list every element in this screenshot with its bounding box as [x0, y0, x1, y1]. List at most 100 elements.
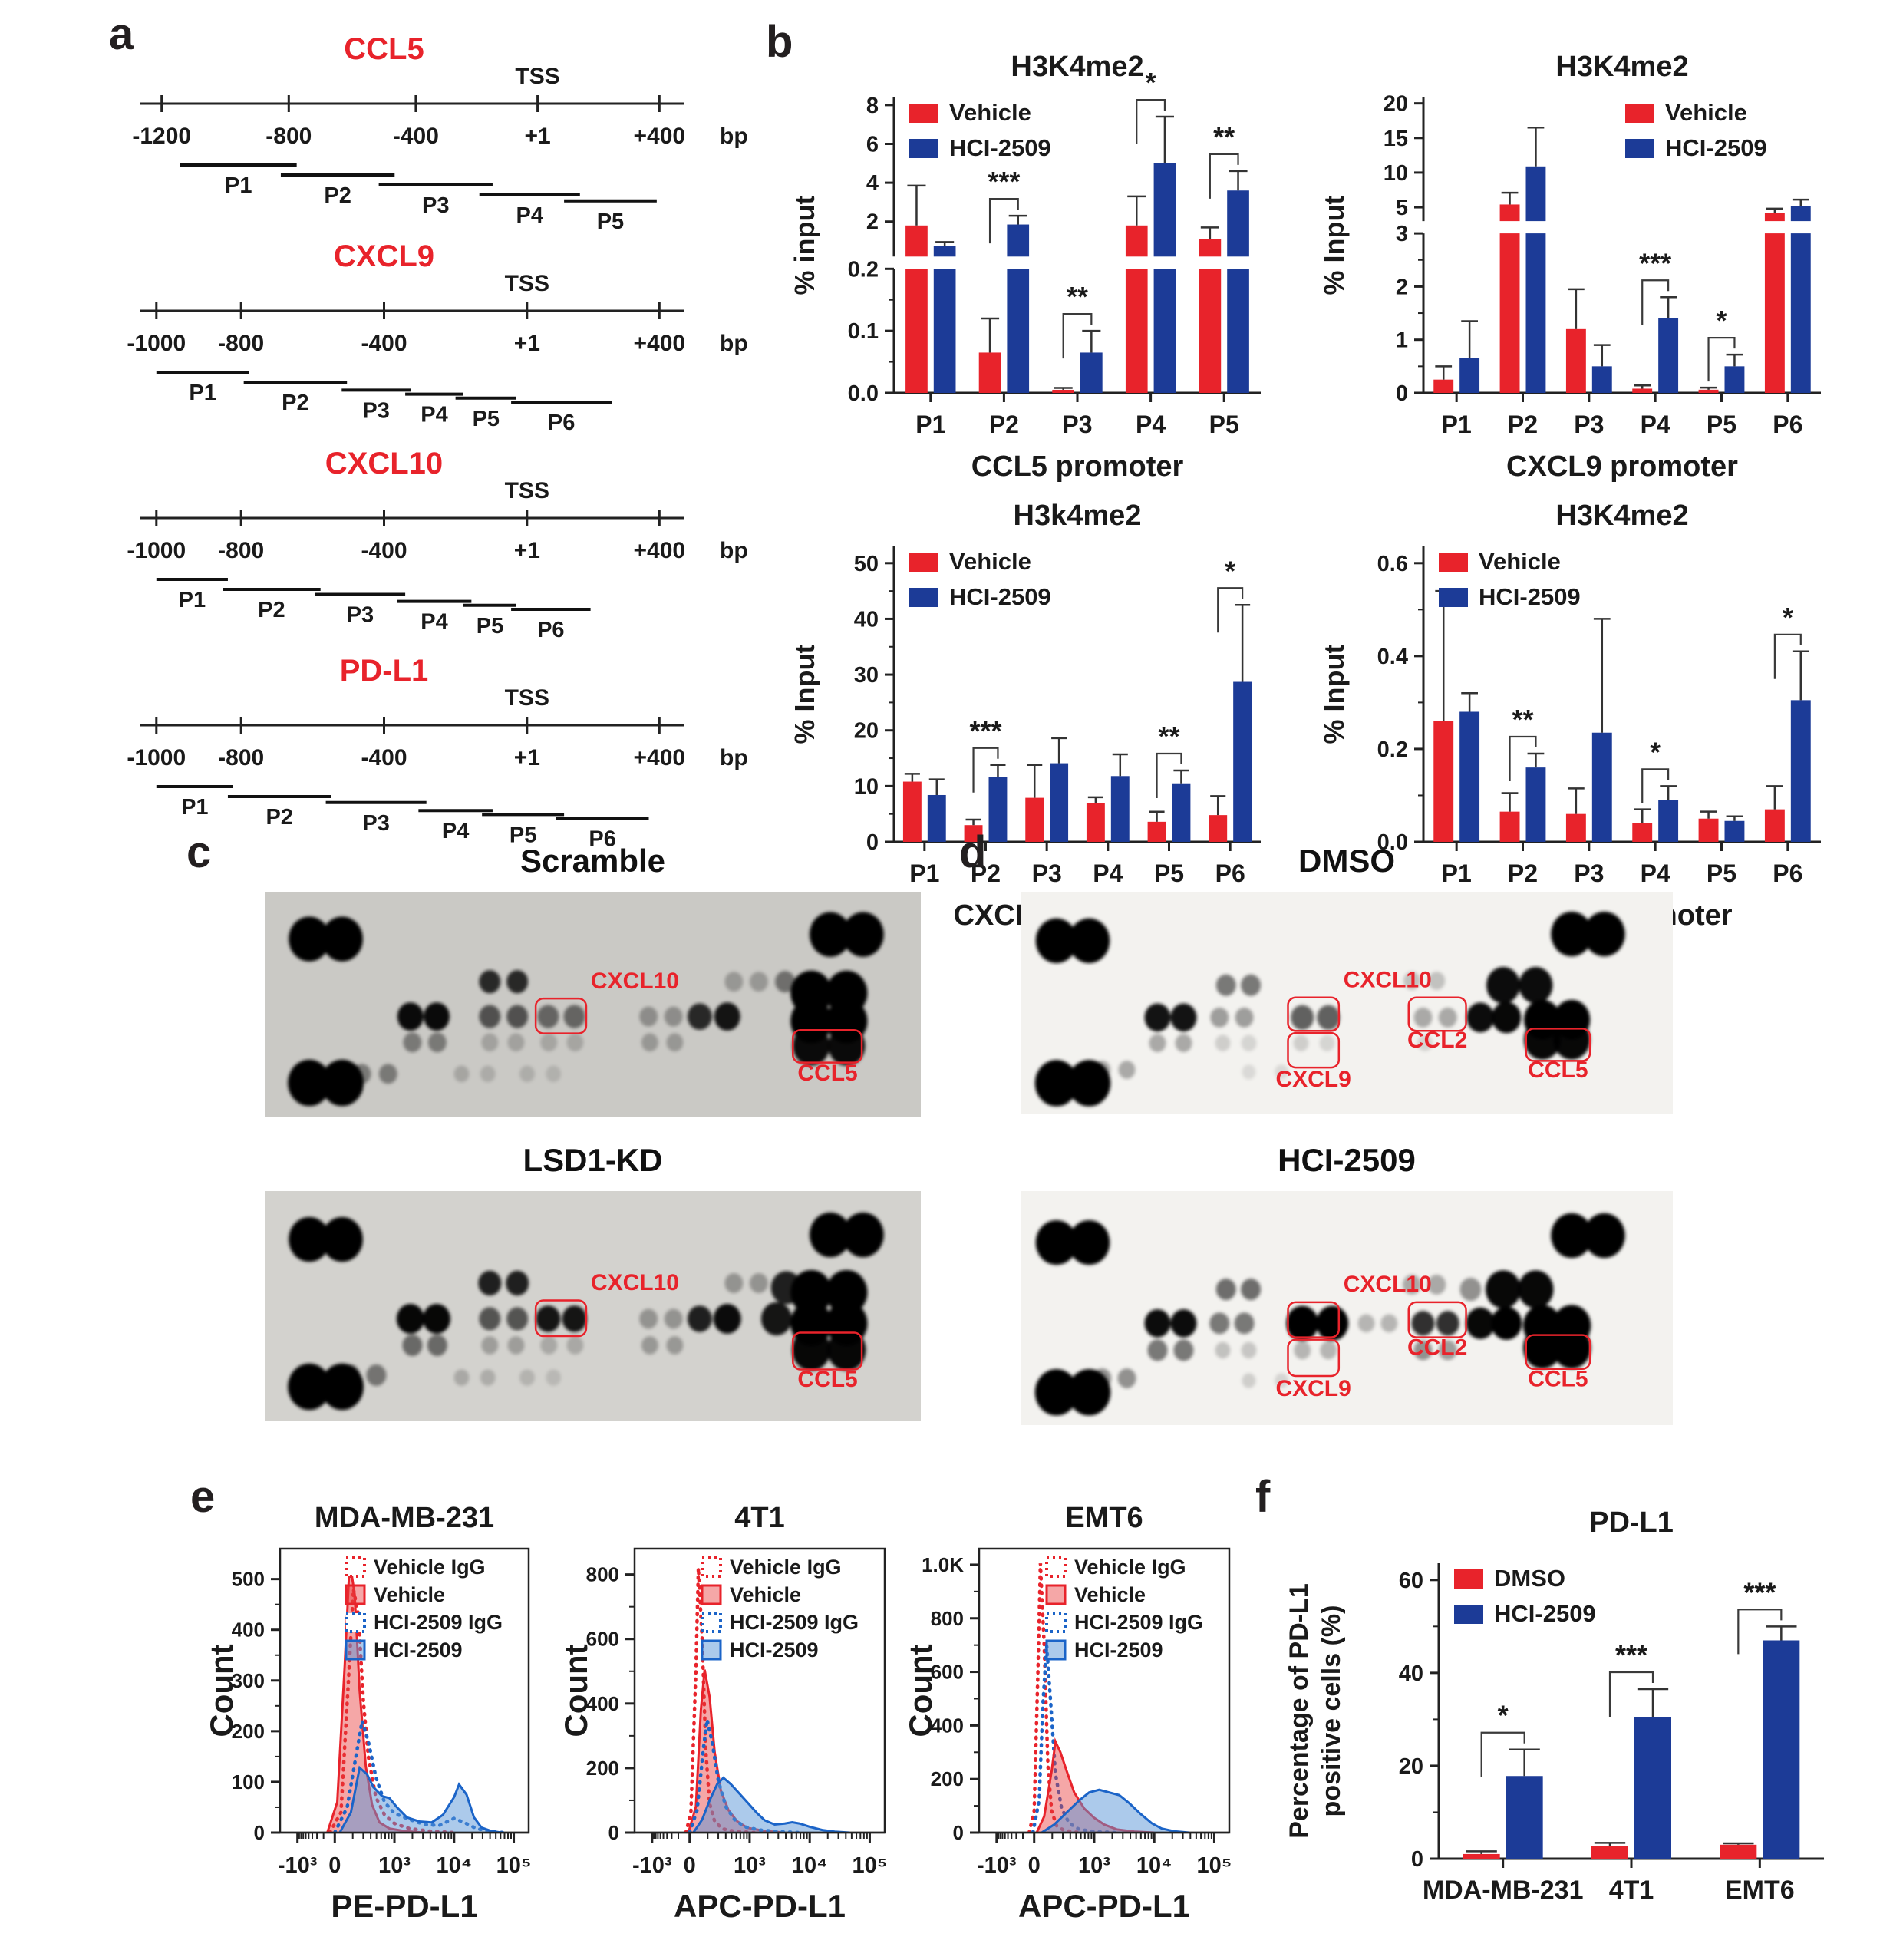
blot-dot [687, 1003, 712, 1030]
blot-title-lsd1-kd: LSD1-KD [523, 1142, 663, 1178]
significance-label: *** [988, 166, 1020, 197]
blot-dmso: CXCL10 CXCL9 CCL2 CCL5 [1021, 892, 1673, 1114]
axis-tick-label: -1200 [132, 124, 191, 149]
tss-label: TSS [505, 271, 549, 296]
blot-dot [1149, 1034, 1166, 1053]
x-tick-label: 10³ [734, 1853, 766, 1878]
axis-tick-label: +400 [634, 124, 686, 149]
annotation-box [534, 1299, 588, 1338]
blot-dot [1286, 1305, 1319, 1341]
significance-label: * [1783, 602, 1793, 633]
blot-title-dmso: DMSO [1298, 843, 1395, 879]
amplicon-label: P5 [510, 823, 536, 847]
y-axis-label: Count [902, 1644, 938, 1737]
blot-dot [1519, 967, 1553, 1004]
annotation-box [1287, 996, 1341, 1032]
legend-label: Vehicle [1479, 548, 1561, 575]
amplicon-label: P2 [265, 805, 292, 830]
legend-label: HCI-2509 IgG [1074, 1611, 1203, 1634]
legend-label: HCI-2509 [374, 1638, 463, 1661]
blot-dot [790, 1269, 833, 1315]
category-label: EMT6 [1725, 1876, 1795, 1905]
blot-dot [536, 1305, 561, 1332]
amplicon-label: P3 [347, 603, 374, 628]
x-axis-label: APC-PD-L1 [674, 1888, 846, 1924]
legend-swatch [1625, 104, 1654, 123]
blot-dot [1518, 1270, 1554, 1308]
blot-dot [288, 1059, 331, 1107]
category-label: P4 [1093, 860, 1123, 887]
x-tick-label: 0 [328, 1853, 341, 1878]
x-axis-label: APC-PD-L1 [1018, 1888, 1190, 1924]
y-tick-label: 100 [232, 1770, 265, 1793]
y-tick-label: 8 [866, 94, 879, 118]
annotation-box [1287, 1338, 1341, 1378]
y-tick-label: 6 [866, 132, 879, 157]
blot-dot [402, 1334, 423, 1357]
chart-title: MDA-MB-231 [315, 1502, 494, 1534]
x-axis-label: CCL5 promoter [971, 450, 1184, 483]
blot-dot [1068, 918, 1110, 963]
blot-dot [1215, 1279, 1236, 1301]
blot-title-hci-2509: HCI-2509 [1278, 1142, 1416, 1178]
blot-dot [1403, 972, 1420, 990]
blot-dot [1411, 1311, 1435, 1336]
legend-label: Vehicle IgG [1074, 1556, 1186, 1579]
blot-dot [403, 1032, 422, 1053]
legend-label: HCI-2509 [1665, 134, 1767, 161]
legend-label: Vehicle [1074, 1583, 1146, 1606]
x-axis-label: CXCL9 promoter [1506, 450, 1738, 483]
annotation-box [534, 997, 588, 1034]
category-label: P1 [1442, 411, 1472, 438]
blot-dot [641, 1033, 658, 1052]
blot-dot [1523, 1327, 1562, 1369]
blot-dot [1459, 1277, 1482, 1302]
blot-dot [828, 1025, 866, 1066]
blot-dot [366, 1364, 387, 1387]
blot-dot [1436, 1311, 1459, 1336]
blot-dot [664, 1006, 683, 1027]
blot-dot [749, 1273, 768, 1293]
blot-dot [289, 916, 331, 962]
axis-tick-label: -800 [218, 538, 264, 563]
y-tick-label: 500 [232, 1568, 265, 1591]
y-tick-label: 1 [1396, 328, 1408, 353]
legend-swatch [1045, 1639, 1067, 1661]
legend-swatch [909, 588, 938, 607]
legend-swatch [1439, 588, 1468, 607]
axis-tick-label: -400 [361, 538, 407, 563]
axis-tick-label: -400 [393, 124, 439, 149]
annotation-box [1407, 996, 1467, 1032]
y-tick-label: 50 [854, 552, 879, 576]
tss-label: TSS [515, 64, 559, 89]
blot-dot [506, 970, 529, 994]
blot-dot [775, 971, 796, 993]
legend-swatch [345, 1639, 366, 1661]
legend-label: Vehicle [949, 99, 1031, 126]
x-tick-label: -10³ [278, 1853, 318, 1878]
significance-label: ** [1213, 121, 1235, 153]
x-tick-label: 10³ [1078, 1853, 1110, 1878]
blot-dot [1209, 1312, 1230, 1335]
y-tick-label: 600 [586, 1628, 619, 1651]
legend-label: HCI-2509 IgG [730, 1611, 859, 1634]
blot-dot [842, 912, 884, 957]
category-label: P4 [1641, 411, 1670, 438]
y-tick-label: 20 [1384, 92, 1408, 117]
y-tick-label: 20 [854, 719, 879, 744]
blot-lsd1-kd: CXCL10 CCL5 [265, 1191, 921, 1421]
blot-dot [537, 1005, 559, 1028]
amplicon-label: P5 [597, 210, 624, 234]
y-tick-label: 0.6 [1377, 552, 1408, 576]
y-tick-label: 3 [1396, 222, 1408, 246]
amplicon-label: P3 [362, 398, 389, 423]
category-label: P5 [1209, 411, 1239, 438]
panel-b-label: b [766, 17, 793, 67]
blot-dot [666, 1033, 684, 1052]
y-tick-label: 0.0 [1377, 830, 1408, 855]
panel-a-label: a [109, 9, 134, 59]
blot-dot [563, 1005, 585, 1028]
hist-curve-fill-HCI-2509 [339, 1767, 502, 1833]
gene-diagram-cxcl10: CXCL10 TSS -1000 -800 -400 +1 +400 bp P1 P2 P3 P4 P5… [127, 447, 747, 642]
amplicon-label: P3 [362, 811, 389, 836]
